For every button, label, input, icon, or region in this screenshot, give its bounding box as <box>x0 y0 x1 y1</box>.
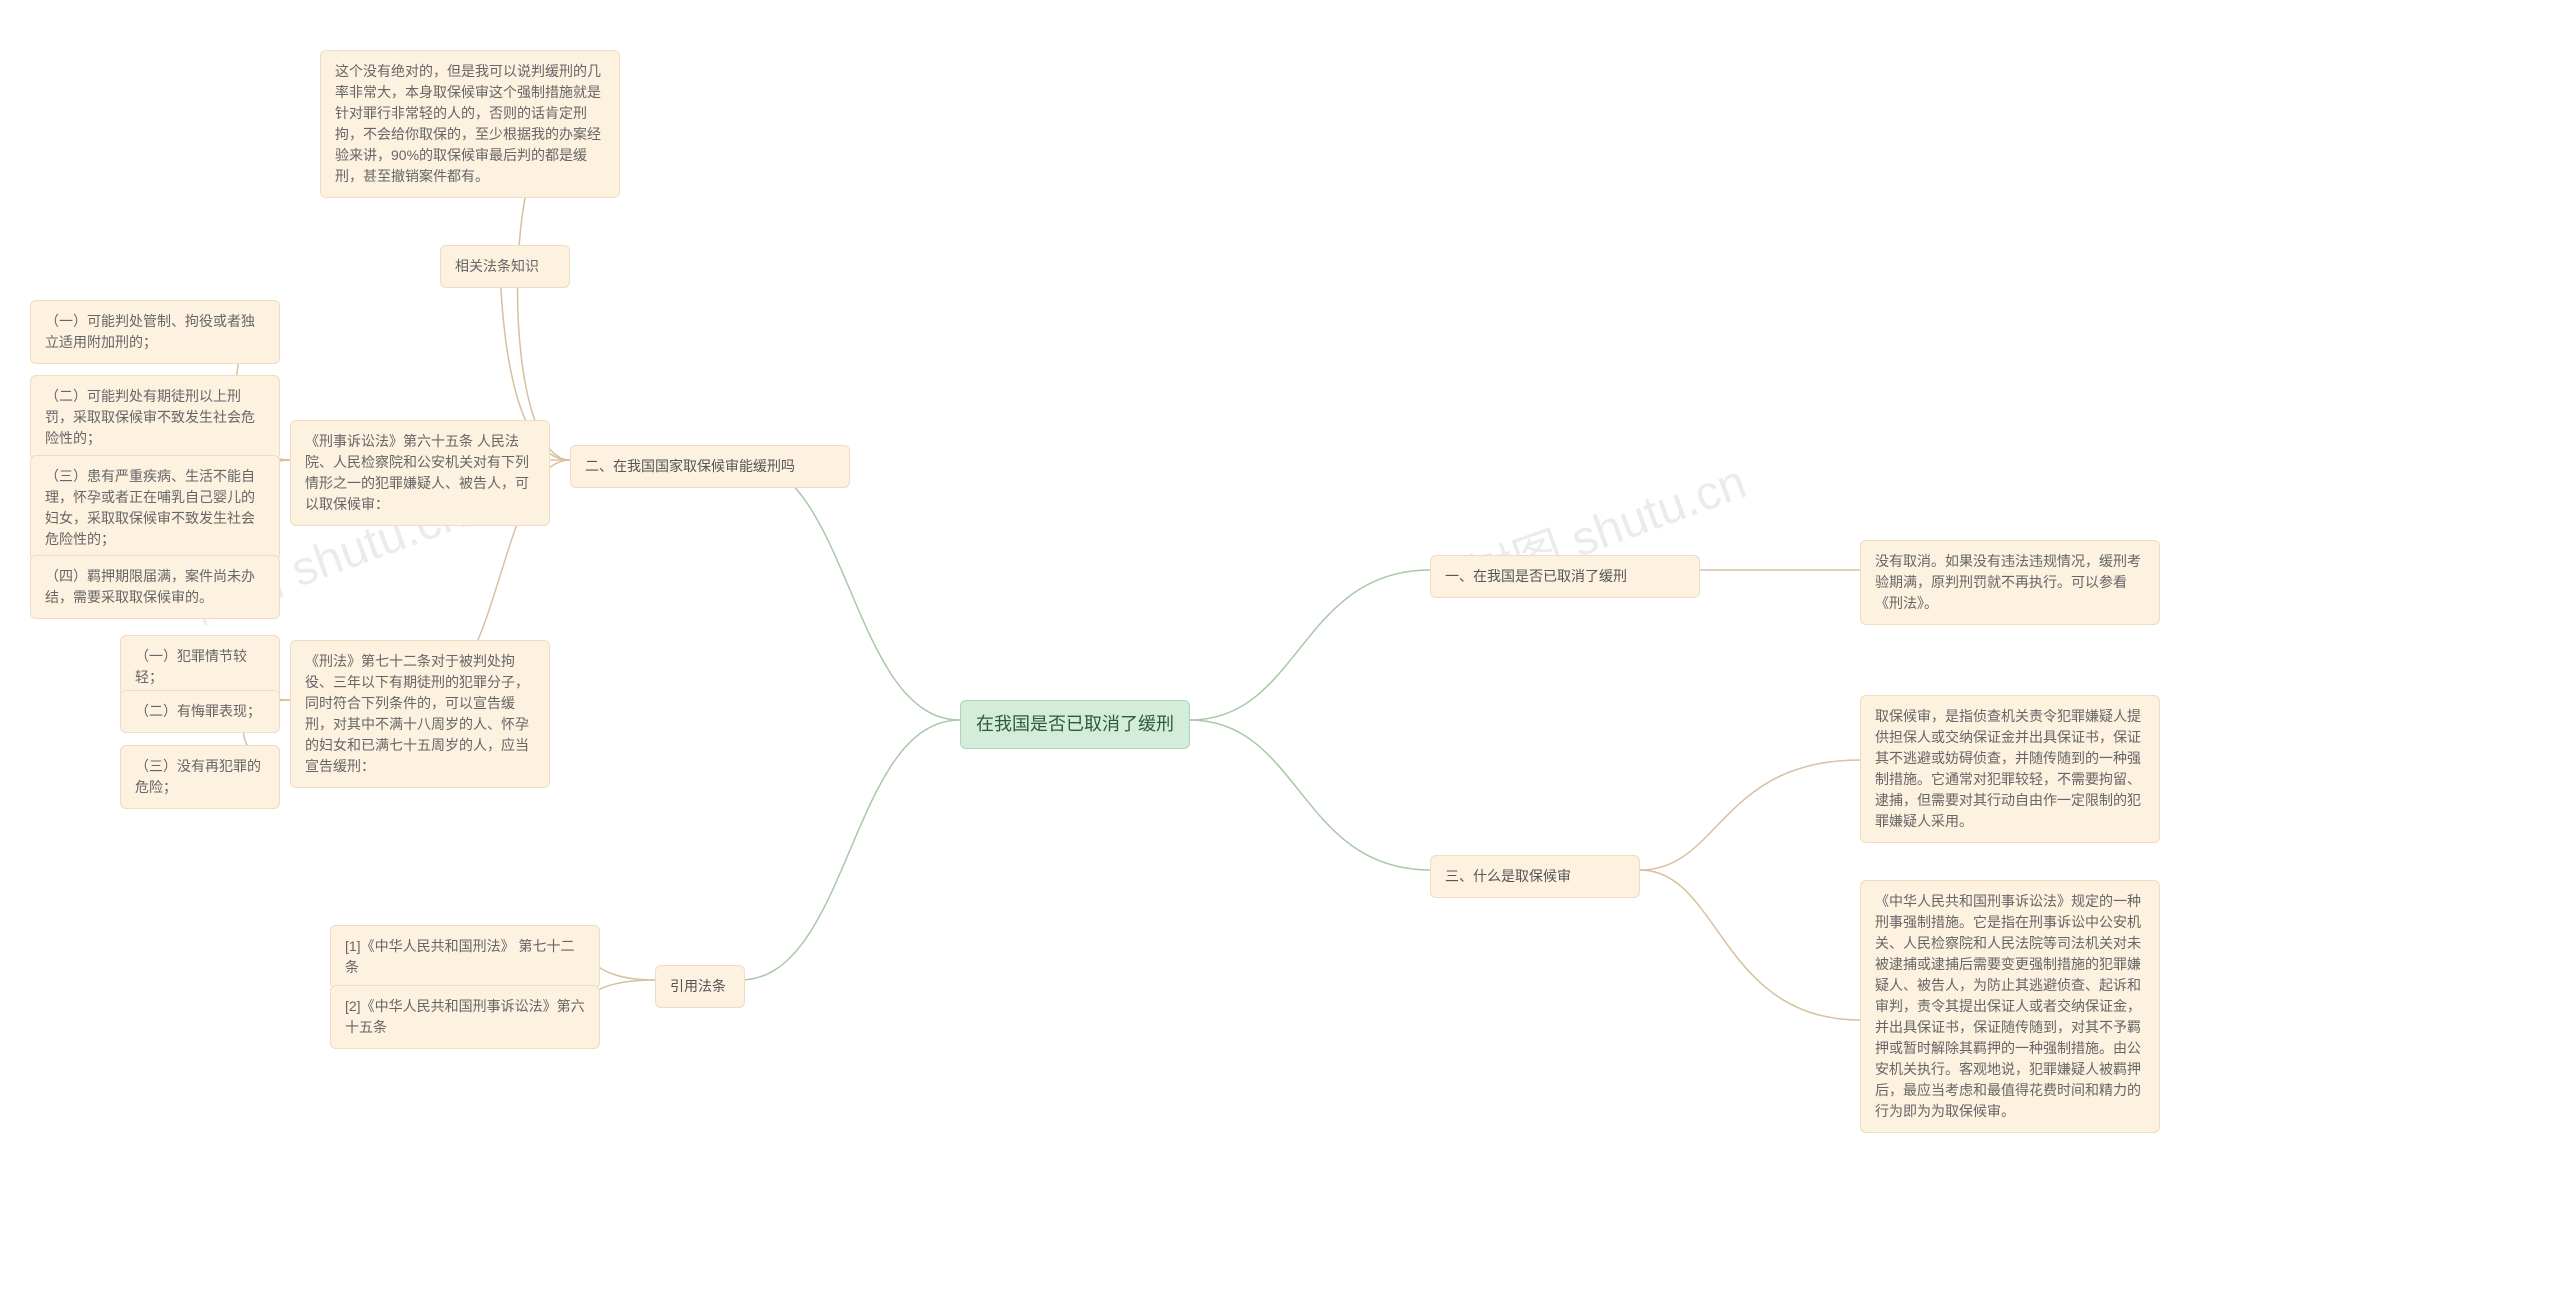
right-branch-1: 一、在我国是否已取消了缓刑 <box>1430 555 1700 598</box>
right-branch-1-leaf-1: 没有取消。如果没有违法违规情况，缓刑考验期满，原判刑罚就不再执行。可以参看《刑法… <box>1860 540 2160 625</box>
art65-leaf-2: （二）可能判处有期徒刑以上刑罚，采取取保候审不致发生社会危险性的； <box>30 375 280 460</box>
root-node: 在我国是否已取消了缓刑 <box>960 700 1190 749</box>
cite-leaf-2: [2]《中华人民共和国刑事诉讼法》第六十五条 <box>330 985 600 1049</box>
left-branch-cite: 引用法条 <box>655 965 745 1008</box>
art65-leaf-3: （三）患有严重疾病、生活不能自理，怀孕或者正在哺乳自己婴儿的妇女，采取取保候审不… <box>30 455 280 561</box>
lb2-child-4: 《刑法》第七十二条对于被判处拘役、三年以下有期徒刑的犯罪分子，同时符合下列条件的… <box>290 640 550 788</box>
lb2-child-2: 相关法条知识 <box>440 245 570 288</box>
art72-leaf-2: （二）有悔罪表现； <box>120 690 280 733</box>
lb2-child-3: 《刑事诉讼法》第六十五条 人民法院、人民检察院和公安机关对有下列情形之一的犯罪嫌… <box>290 420 550 526</box>
right-branch-3-leaf-2: 《中华人民共和国刑事诉讼法》规定的一种刑事强制措施。它是指在刑事诉讼中公安机关、… <box>1860 880 2160 1133</box>
right-branch-3-leaf-1: 取保候审，是指侦查机关责令犯罪嫌疑人提供担保人或交纳保证金并出具保证书，保证其不… <box>1860 695 2160 843</box>
art65-leaf-4: （四）羁押期限届满，案件尚未办结，需要采取取保候审的。 <box>30 555 280 619</box>
lb2-child-1: 这个没有绝对的，但是我可以说判缓刑的几率非常大，本身取保候审这个强制措施就是针对… <box>320 50 620 198</box>
art72-leaf-3: （三）没有再犯罪的危险； <box>120 745 280 809</box>
left-branch-2: 二、在我国国家取保候审能缓刑吗 <box>570 445 850 488</box>
cite-leaf-1: [1]《中华人民共和国刑法》 第七十二条 <box>330 925 600 989</box>
art65-leaf-1: （一）可能判处管制、拘役或者独立适用附加刑的； <box>30 300 280 364</box>
right-branch-3: 三、什么是取保候审 <box>1430 855 1640 898</box>
